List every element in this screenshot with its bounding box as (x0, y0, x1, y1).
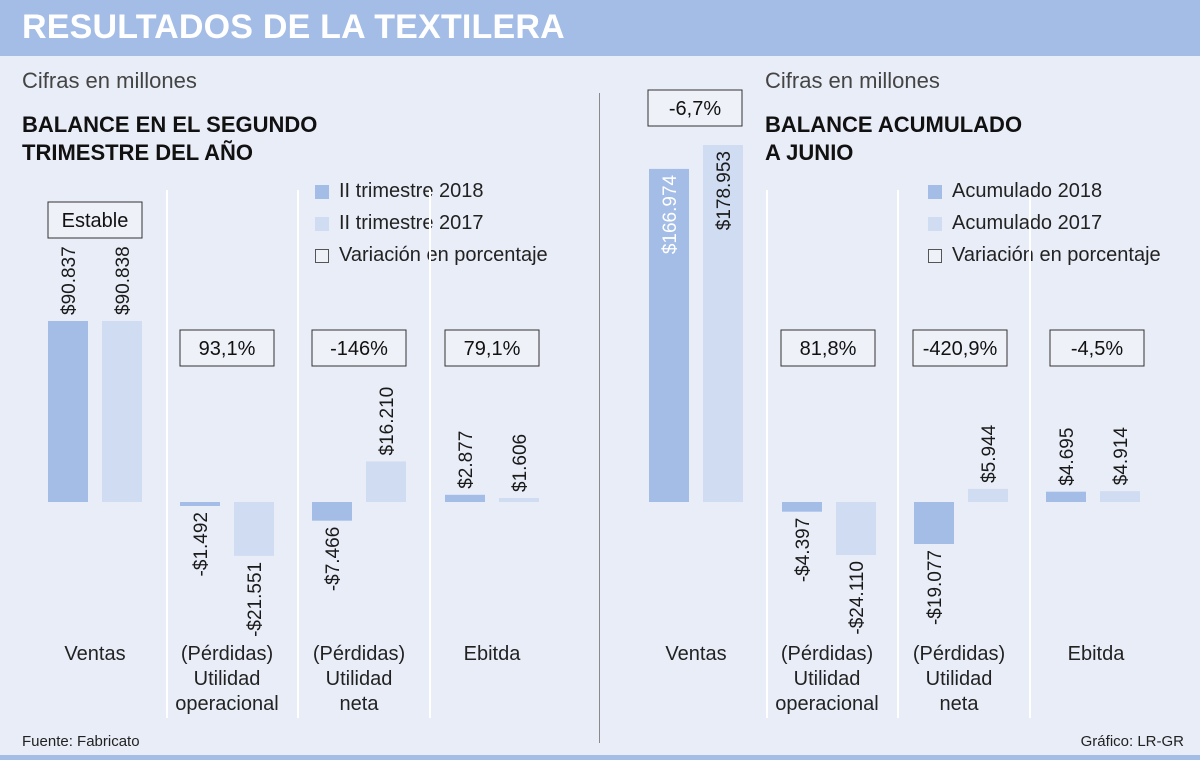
left-value-label-2018-1: -$1.492 (191, 512, 212, 576)
left-legend-swatch-variation (315, 249, 329, 263)
right-panel-title-line-1: BALANCE ACUMULADO (765, 112, 1023, 137)
left-variation-label-1: 93,1% (199, 338, 256, 360)
left-bar-chart: $90.837 -$1.492 -$7.466 $2.877 $90.838 -$21.5… (47, 190, 540, 718)
left-variation-box-1 (179, 329, 275, 367)
left-panel-title-line-2: TRIMESTRE DEL AÑO (22, 140, 254, 165)
left-category-label-2-line-3: neta (340, 693, 380, 715)
right-category-label-2-line-3: neta (940, 693, 980, 715)
right-variation-box-2 (912, 329, 1008, 367)
left-variation-box-3 (444, 329, 540, 367)
left-legend-label-2018: II trimestre 2018 (339, 180, 484, 202)
right-value-label-2018-0: $166.974 (660, 174, 681, 254)
right-panel-title: BALANCE ACUMULADO A JUNIO (765, 111, 1022, 167)
right-value-label-2018-3: $4.695 (1057, 428, 1078, 486)
right-variation-label-2: -420,9% (923, 338, 998, 360)
left-legend-swatch-2018 (315, 185, 329, 199)
right-variation-label-1: 81,8% (800, 338, 857, 360)
left-legend-swatch-2017 (315, 217, 329, 231)
right-bar-2017-2 (968, 488, 1008, 502)
right-category-label-1-line-2: Utilidad (794, 668, 861, 690)
right-value-label-2017-3: $4.914 (1111, 427, 1132, 486)
left-category-label-2-line-2: Utilidad (326, 668, 393, 690)
right-category-label-2-line-2: Utilidad (926, 668, 993, 690)
right-category-label-2-line-1: (Pérdidas) (913, 643, 1005, 665)
right-category-label-0-line-1: Ventas (665, 643, 726, 665)
right-variation-label-3: -4,5% (1071, 338, 1123, 360)
page-title: RESULTADOS DE LA TEXTILERA (22, 8, 565, 46)
left-panel-title: BALANCE EN EL SEGUNDO TRIMESTRE DEL AÑO (22, 111, 317, 167)
left-value-label-2017-3: $1.606 (510, 434, 531, 492)
left-bar-2018-1 (180, 502, 220, 506)
right-value-label-2017-2: $5.944 (979, 424, 1000, 483)
credit-note: Gráfico: LR-GR (1080, 733, 1184, 750)
left-bar-2018-2 (312, 502, 352, 521)
right-legend-swatch-variation (928, 249, 942, 263)
right-bar-chart: $166.974 -$4.397 -$19.077 $4.695 $178.953 -$2… (647, 89, 1145, 718)
right-bar-2018-3 (1046, 491, 1086, 502)
left-value-label-2018-0: $90.837 (59, 246, 80, 315)
left-category-label-2-line-1: (Pérdidas) (313, 643, 405, 665)
left-legend-label-variation: Variación en porcentaje (339, 244, 548, 266)
right-legend-swatch-2017 (928, 217, 942, 231)
left-variation-label-3: 79,1% (464, 338, 521, 360)
left-variation-box-0 (47, 201, 143, 239)
left-value-label-2017-1: -$21.551 (245, 562, 266, 637)
right-legend-label-2018: Acumulado 2018 (952, 180, 1103, 202)
bottom-strip (0, 755, 1200, 760)
right-legend-label-2017: Acumulado 2017 (952, 212, 1103, 234)
right-bar-2017-0 (703, 145, 743, 502)
left-bar-2017-1 (234, 502, 274, 556)
left-category-label-0-line-1: Ventas (64, 643, 125, 665)
right-variation-box-0 (647, 89, 743, 127)
right-value-label-2017-1: -$24.110 (847, 561, 868, 635)
right-variation-label-0: -6,7% (669, 98, 721, 120)
left-bar-2018-0 (48, 321, 88, 502)
left-bar-2018-3 (445, 494, 485, 502)
right-value-label-2018-2: -$19.077 (925, 550, 946, 625)
right-category-label-1-line-3: operacional (775, 693, 878, 715)
left-value-label-2017-0: $90.838 (113, 246, 134, 315)
left-value-label-2018-3: $2.877 (456, 431, 477, 489)
right-variation-box-1 (780, 329, 876, 367)
title-bar: RESULTADOS DE LA TEXTILERA (0, 0, 1200, 56)
right-panel-title-line-2: A JUNIO (765, 140, 854, 165)
right-value-label-2017-0: $178.953 (714, 151, 735, 230)
right-bar-2018-0 (649, 168, 689, 502)
left-category-label-1-line-1: (Pérdidas) (181, 643, 273, 665)
left-value-label-2018-2: -$7.466 (323, 527, 344, 591)
left-panel-title-line-1: BALANCE EN EL SEGUNDO (22, 112, 318, 137)
center-divider (599, 93, 600, 743)
right-category-label-1-line-1: (Pérdidas) (781, 643, 873, 665)
left-category-label-1-line-3: operacional (175, 693, 278, 715)
left-bar-2017-3 (499, 498, 539, 502)
left-category-label-3-line-1: Ebitda (464, 643, 522, 665)
left-variation-label-0: Estable (62, 210, 129, 232)
right-unit-label: Cifras en millones (765, 68, 940, 93)
right-variation-box-3 (1049, 329, 1145, 367)
left-variation-label-2: -146% (330, 338, 388, 360)
left-legend-label-2017: II trimestre 2017 (339, 212, 484, 234)
right-bar-2018-1 (782, 502, 822, 512)
right-legend-label-variation: Variación en porcentaje (952, 244, 1161, 266)
left-unit-label: Cifras en millones (22, 68, 197, 93)
right-bar-2017-3 (1100, 491, 1140, 502)
right-value-label-2018-1: -$4.397 (793, 518, 814, 582)
right-bar-2017-1 (836, 502, 876, 555)
right-legend-swatch-2018 (928, 185, 942, 199)
left-bar-2017-2 (366, 461, 406, 502)
left-bar-2017-0 (102, 321, 142, 502)
right-bar-2018-2 (914, 502, 954, 544)
source-note: Fuente: Fabricato (22, 733, 140, 750)
left-value-label-2017-2: $16.210 (377, 387, 398, 456)
left-category-label-1-line-2: Utilidad (194, 668, 261, 690)
left-variation-box-2 (311, 329, 407, 367)
right-category-label-3-line-1: Ebitda (1068, 643, 1126, 665)
